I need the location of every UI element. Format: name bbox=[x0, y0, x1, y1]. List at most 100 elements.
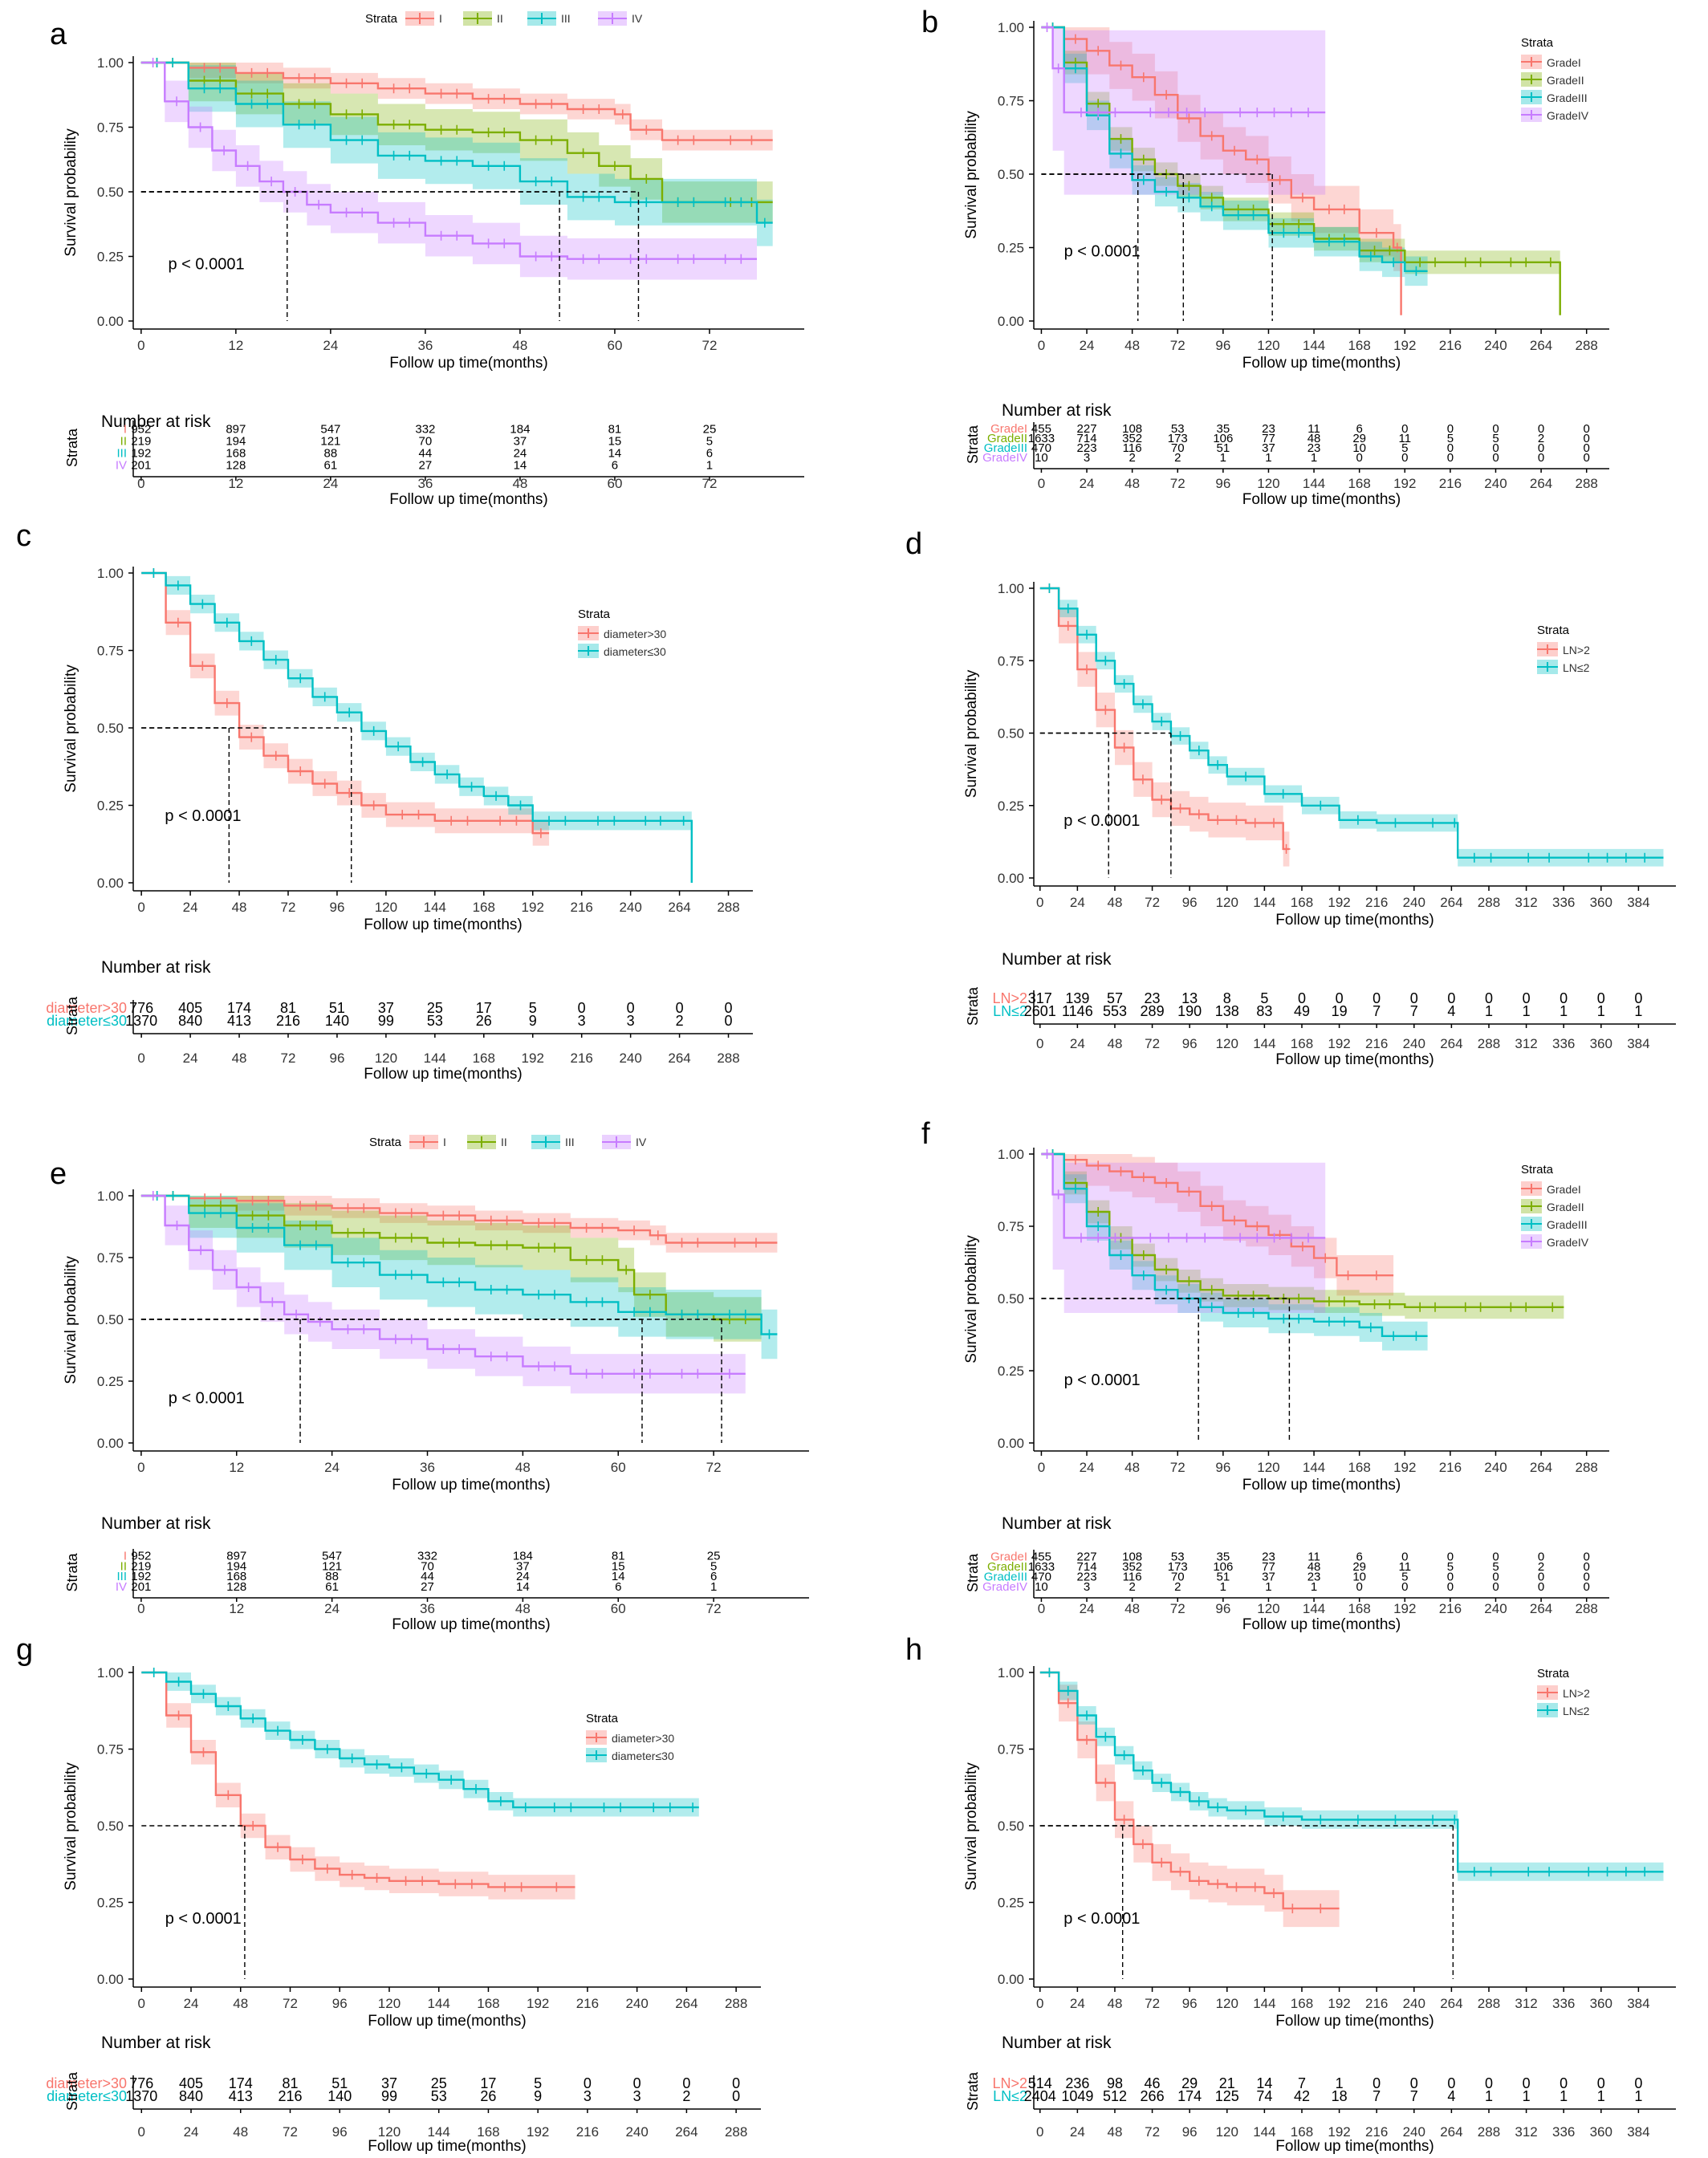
legend-label: GradeII bbox=[1547, 1201, 1584, 1213]
x-tick-label: 312 bbox=[1515, 1996, 1537, 2011]
ci-band-II bbox=[140, 1196, 762, 1342]
censor-mark bbox=[551, 1361, 559, 1372]
censor-mark bbox=[1182, 108, 1191, 118]
x-tick-label: 216 bbox=[1439, 338, 1462, 353]
risk-cell: 897 bbox=[226, 1550, 246, 1563]
legend: Strata LN>2 LN≤2 bbox=[1537, 624, 1590, 674]
risk-cell: 98 bbox=[1107, 2075, 1123, 2091]
censor-mark bbox=[1076, 108, 1085, 118]
legend-label: II bbox=[501, 1136, 507, 1148]
risk-x-tick-label: 36 bbox=[417, 476, 433, 491]
censor-mark bbox=[1083, 1735, 1092, 1746]
risk-x-tick-label: 96 bbox=[1182, 2124, 1198, 2140]
risk-x-tick-label: 288 bbox=[1478, 1036, 1500, 1051]
risk-cell: 216 bbox=[278, 2088, 302, 2104]
risk-cell: 0 bbox=[1584, 441, 1590, 455]
risk-cell: 51 bbox=[1217, 441, 1230, 455]
risk-x-tick-label: 0 bbox=[1036, 2124, 1043, 2140]
risk-cell: 6 bbox=[710, 1570, 717, 1583]
x-tick-label: 48 bbox=[512, 338, 527, 353]
censor-mark bbox=[244, 1282, 253, 1292]
risk-cell: 0 bbox=[1447, 1580, 1454, 1594]
risk-cell: 223 bbox=[1077, 1570, 1097, 1583]
x-tick-label: 72 bbox=[1145, 1996, 1160, 2011]
censor-mark bbox=[360, 1324, 368, 1335]
censor-mark bbox=[295, 120, 303, 130]
risk-x-tick-label: 192 bbox=[1393, 1601, 1416, 1616]
risk-cell: 1 bbox=[1523, 1003, 1531, 1019]
risk-cell: 0 bbox=[1584, 1570, 1590, 1583]
censor-mark bbox=[1389, 257, 1398, 267]
risk-cell: 48 bbox=[1307, 432, 1321, 445]
risk-cell: 13 bbox=[1181, 990, 1198, 1006]
censor-mark bbox=[1230, 1215, 1239, 1225]
risk-x-tick-label: 48 bbox=[512, 476, 527, 491]
risk-cell: 0 bbox=[725, 1013, 733, 1029]
censor-mark bbox=[677, 1237, 686, 1248]
censor-mark bbox=[1295, 219, 1303, 230]
censor-mark bbox=[437, 156, 445, 166]
x-tick-label: 120 bbox=[378, 1996, 401, 2011]
risk-cell: 1 bbox=[1265, 1580, 1271, 1594]
censor-mark bbox=[1340, 1316, 1348, 1327]
risk-cell: 776 bbox=[129, 1000, 153, 1016]
ci-band-diameter>30 bbox=[141, 573, 550, 846]
risk-cell: 5 bbox=[706, 434, 713, 448]
p-value-label: p < 0.0001 bbox=[169, 1390, 245, 1408]
censor-mark bbox=[1470, 852, 1478, 863]
risk-cell: 23 bbox=[1145, 990, 1161, 1006]
risk-x-tick-label: 240 bbox=[619, 1051, 641, 1066]
risk-cell: 29 bbox=[1181, 2075, 1198, 2091]
censor-mark bbox=[1138, 1766, 1147, 1776]
censor-mark bbox=[1157, 1778, 1166, 1788]
x-tick-label: 216 bbox=[1439, 1460, 1462, 1475]
risk-x-tick-label: 240 bbox=[1403, 1036, 1425, 1051]
legend-label: I bbox=[443, 1136, 446, 1148]
x-tick-label: 96 bbox=[1182, 895, 1198, 910]
censor-mark bbox=[500, 94, 509, 104]
risk-cell: 0 bbox=[1538, 422, 1544, 436]
panel-letter: f bbox=[921, 1117, 930, 1151]
x-tick-label: 0 bbox=[137, 1460, 144, 1475]
censor-mark bbox=[1282, 843, 1291, 854]
risk-cell: 25 bbox=[703, 422, 717, 436]
y-tick-label: 0.00 bbox=[97, 314, 124, 329]
risk-cell: 7 bbox=[1372, 1003, 1381, 1019]
risk-cell: 547 bbox=[322, 1550, 342, 1563]
x-tick-label: 192 bbox=[1393, 1460, 1416, 1475]
censor-mark bbox=[1207, 1285, 1216, 1295]
risk-cell: 512 bbox=[1103, 2088, 1127, 2104]
censor-mark bbox=[311, 1201, 320, 1211]
censor-mark bbox=[1201, 1233, 1210, 1243]
risk-cell: 1 bbox=[1634, 1003, 1642, 1019]
legend-label: LN>2 bbox=[1563, 644, 1590, 656]
risk-row-label: GradeIV bbox=[982, 1580, 1027, 1594]
risk-cell: 227 bbox=[1077, 422, 1097, 436]
censor-mark bbox=[1249, 1308, 1258, 1318]
censor-mark bbox=[405, 120, 414, 130]
censor-mark bbox=[653, 1230, 662, 1241]
risk-cell: 840 bbox=[179, 2088, 203, 2104]
x-tick-label: 48 bbox=[1108, 1996, 1123, 2011]
risk-cell: 1633 bbox=[1028, 1560, 1055, 1574]
risk-cell: 1 bbox=[1523, 2088, 1531, 2104]
censor-mark bbox=[1270, 1233, 1279, 1243]
y-tick-label: 0.50 bbox=[97, 1312, 124, 1327]
legend-label: LN≤2 bbox=[1563, 1705, 1590, 1717]
censor-mark bbox=[1207, 193, 1216, 203]
risk-x-tick-label: 24 bbox=[184, 2124, 199, 2140]
risk-strata-label: Strata bbox=[64, 1553, 80, 1592]
censor-mark bbox=[1116, 1166, 1125, 1177]
y-axis-label: Survival probability bbox=[963, 669, 980, 798]
censor-mark bbox=[1412, 1331, 1421, 1341]
risk-cell: 24 bbox=[514, 446, 527, 460]
risk-cell: 128 bbox=[226, 458, 246, 472]
y-tick-label: 0.75 bbox=[998, 94, 1024, 109]
risk-cell: 17 bbox=[480, 2075, 496, 2091]
censor-mark bbox=[1063, 604, 1072, 614]
censor-mark bbox=[201, 1208, 209, 1218]
censor-mark bbox=[550, 1802, 559, 1813]
censor-mark bbox=[247, 636, 256, 646]
risk-cell: 173 bbox=[1168, 1560, 1188, 1574]
censor-mark bbox=[295, 99, 303, 109]
